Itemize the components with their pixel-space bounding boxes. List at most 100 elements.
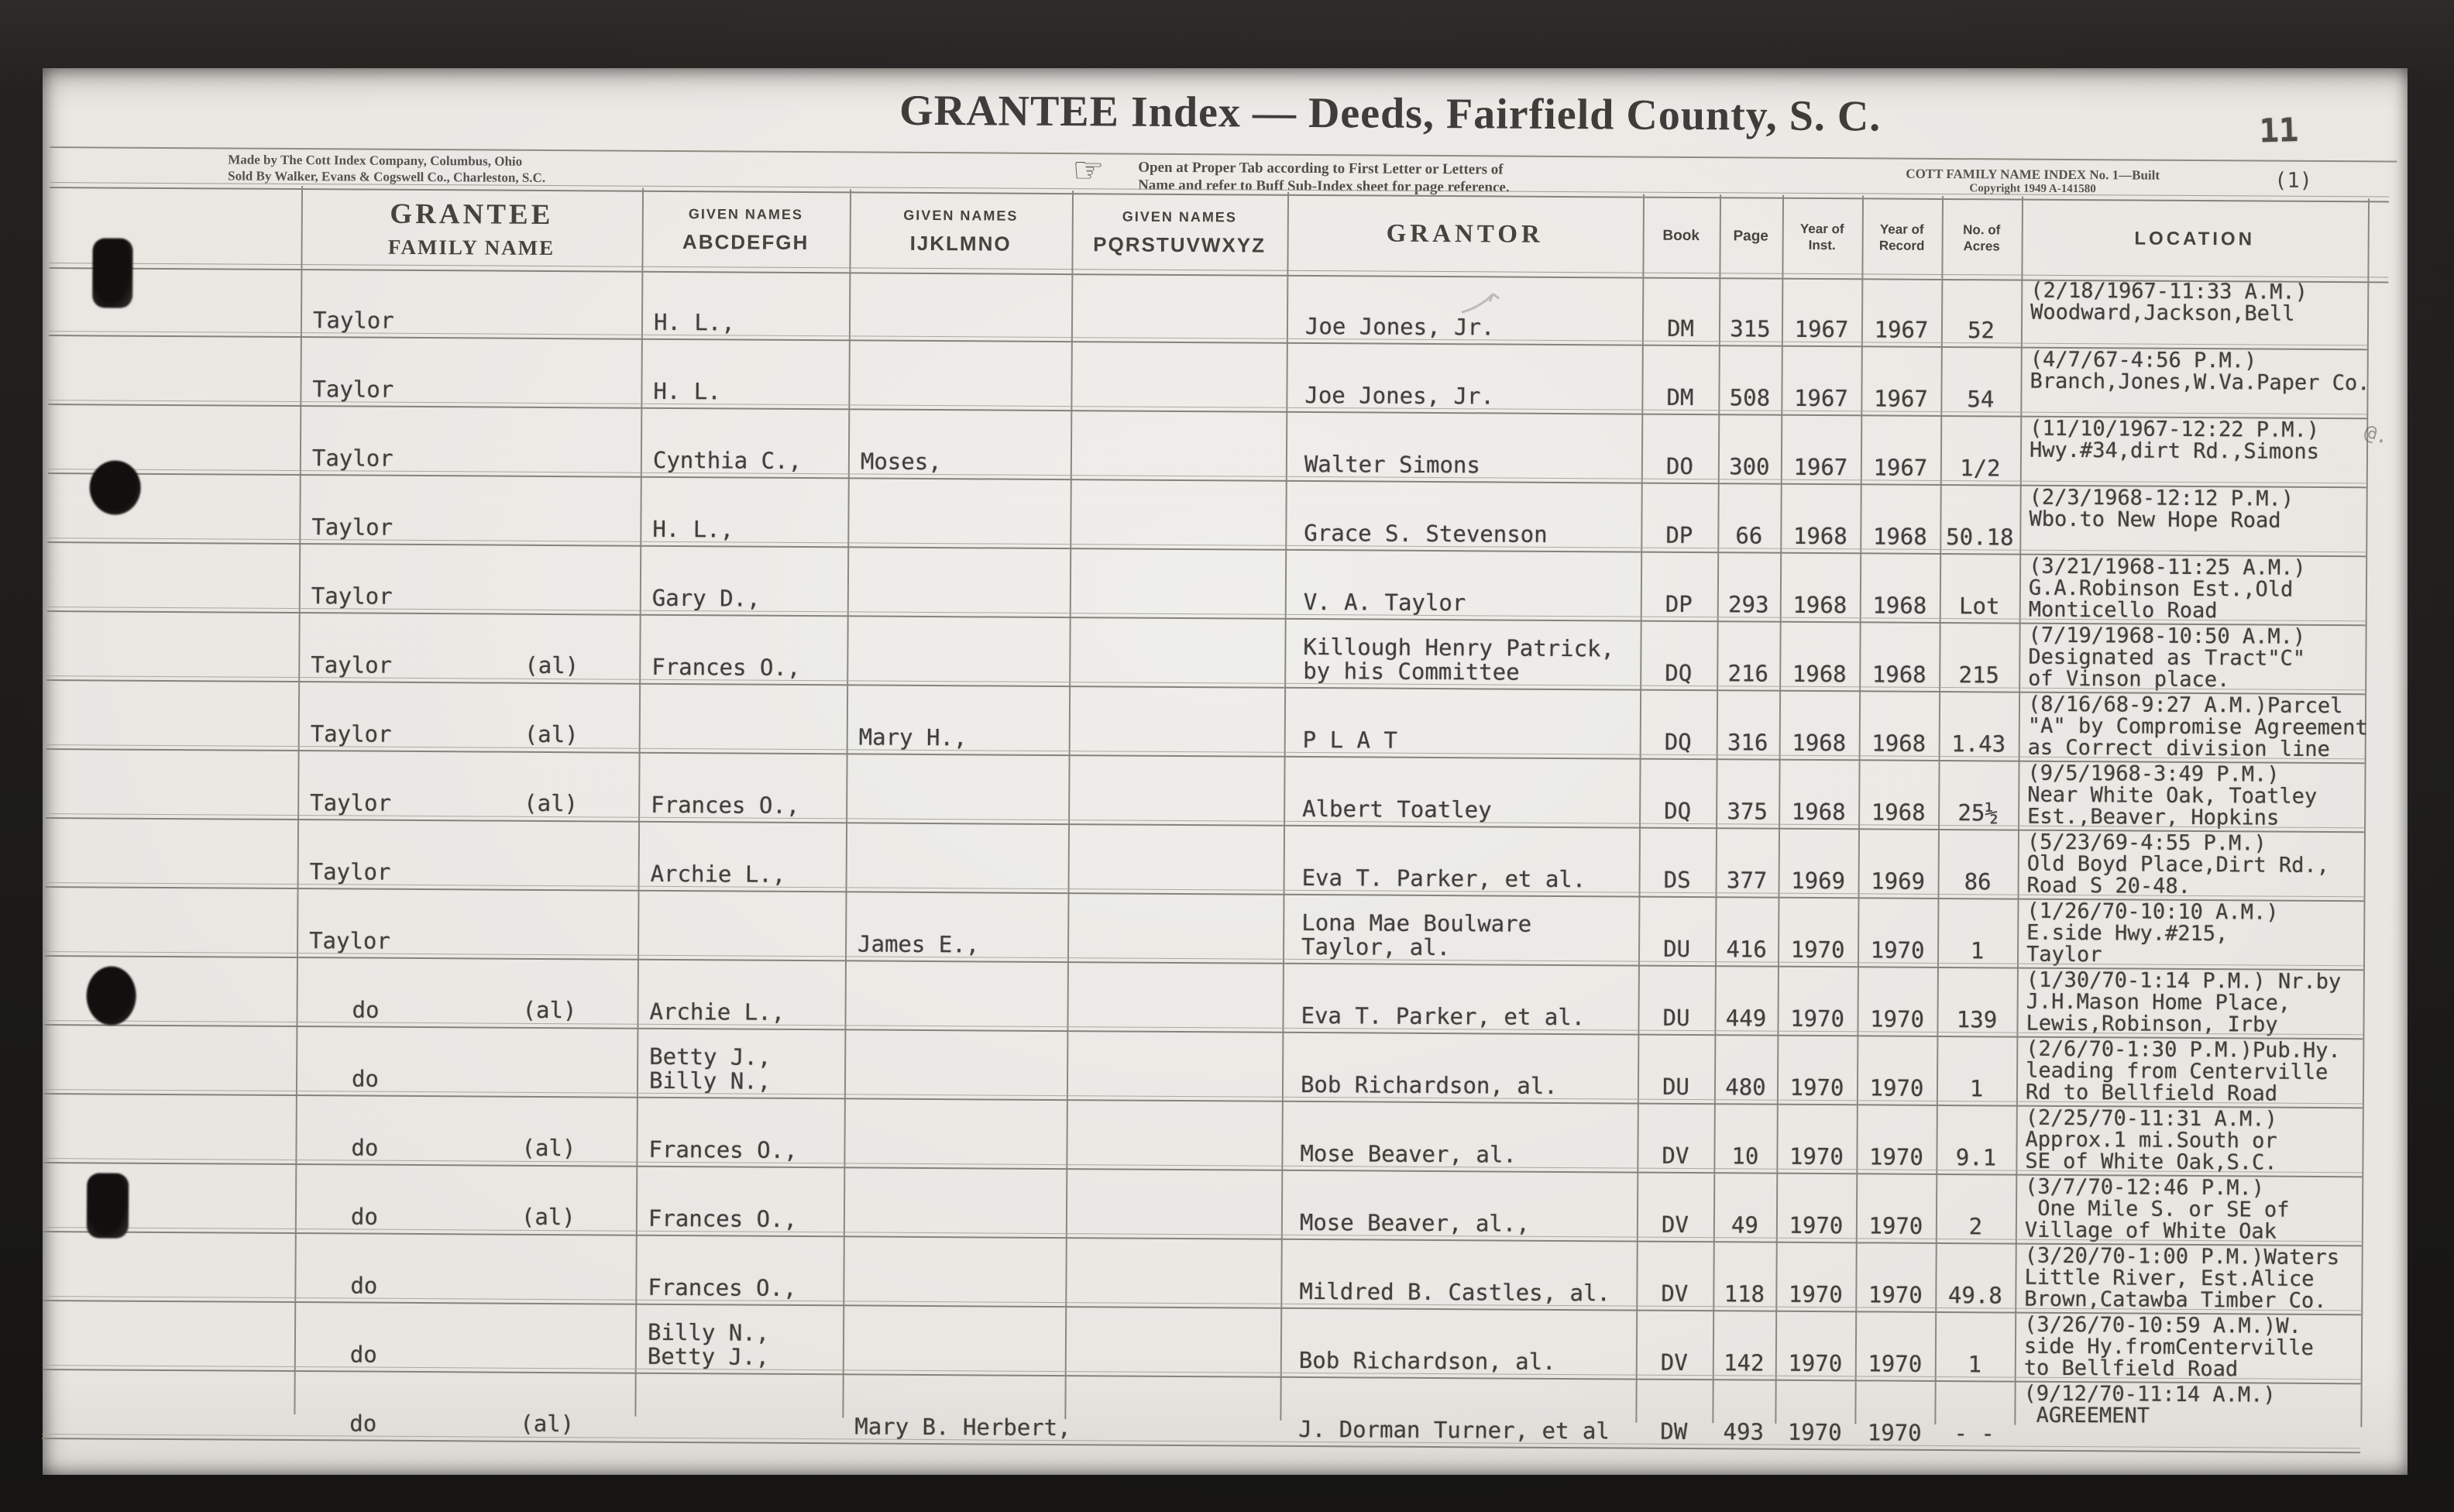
grantor-cell-text: Eva T. Parker, et al.	[1301, 1002, 1586, 1031]
location-cell: (2/3/1968-12:12 P.M.) Wbo.to New Hope Roa…	[2019, 486, 2366, 556]
grantor-cell-text: Taylor, al.	[1301, 933, 1451, 961]
given-names-abc-cell-text: Frances O.,	[648, 1204, 798, 1232]
year-record-cell-text: 1970	[1868, 1143, 1923, 1170]
year-record-cell: 1970	[1856, 1105, 1937, 1174]
family-name: do	[352, 996, 380, 1023]
year-record-cell-text: 1968	[1871, 730, 1926, 757]
grantor-cell: Eva T. Parker, et al.	[1284, 826, 1640, 896]
page-cell-text: 118	[1724, 1280, 1765, 1308]
binder-hole	[86, 1173, 129, 1239]
grantor-cell: Walter Simons	[1286, 413, 1642, 483]
year-inst-cell-text: 1968	[1792, 729, 1847, 757]
acres-cell-text: - -	[1954, 1420, 1995, 1447]
acres-cell: 1/2	[1940, 417, 2021, 485]
page-cell: 10	[1713, 1105, 1777, 1172]
given-names-pqr-cell	[1067, 963, 1283, 1032]
given-names-ijk-cell-text: Mary B. Herbert,	[854, 1413, 1071, 1442]
grantor-cell: Bob Richardson, al.	[1282, 1033, 1638, 1103]
location-cell-text: Road S 20-48.	[2026, 873, 2191, 899]
given-names-ijk-cell	[847, 548, 1071, 617]
given-names-ijk-cell	[843, 1306, 1066, 1375]
page-cell-text: 416	[1726, 936, 1767, 963]
year-record-cell: 1968	[1860, 485, 1940, 553]
given-names-abc-cell-text: H. L.	[653, 377, 721, 405]
family-name-cell: do	[294, 1234, 636, 1304]
page-cell-text: 216	[1727, 660, 1769, 687]
column-header-given-pqr: GIVEN NAMES PQRSTUVWXYZ	[1093, 208, 1267, 257]
given-names-abc-cell-text: Frances O.,	[648, 1136, 798, 1163]
acres-cell-text: 54	[1967, 386, 1995, 413]
year-inst-cell: 1970	[1775, 1312, 1856, 1380]
book-cell: DQ	[1640, 691, 1717, 759]
book-cell-text: DW	[1660, 1418, 1688, 1445]
year-inst-cell: 1968	[1780, 554, 1861, 622]
location-cell-text: E.side Hwy.#215,	[2026, 920, 2229, 947]
year-record-cell-text: 1967	[1873, 385, 1928, 412]
year-record-cell-text: 1970	[1867, 1419, 1922, 1446]
location-cell: (7/19/1968-10:50 A.M.) Designated as Trac…	[2019, 624, 2366, 694]
given-names-pqr-cell	[1071, 342, 1287, 411]
year-record-cell: 1970	[1856, 1174, 1937, 1242]
location-cell: (3/21/1968-11:25 A.M.) G.A.Robinson Est.,…	[2019, 555, 2366, 625]
page-cell: 449	[1714, 967, 1778, 1034]
year-record-cell-text: 1970	[1868, 1350, 1923, 1377]
location-cell-text: Wbo.to New Hope Road	[2029, 507, 2281, 533]
ledger-page: GRANTEE Index — Deeds, Fairfield County,…	[42, 68, 2408, 1475]
al-suffix: (al)	[521, 1203, 576, 1231]
year-record-cell: 1970	[1857, 967, 1937, 1036]
given-names-abc-cell-text: Archie L.,	[649, 998, 785, 1026]
year-inst-cell: 1968	[1779, 692, 1860, 760]
location-cell-text: Rd to Bellfield Road	[2025, 1080, 2278, 1106]
location-cell: (2/18/1967-11:33 A.M.) Woodward,Jackson,B…	[2021, 279, 2368, 349]
page-cell-text: 142	[1724, 1349, 1765, 1376]
acres-cell-text: 139	[1956, 1006, 1998, 1033]
given-names-abc-cell: Betty J., Billy N.,	[637, 1029, 845, 1098]
given-names-abc-cell-text: Frances O.,	[651, 791, 800, 819]
binder-hole	[92, 238, 133, 308]
year-record-cell-text: 1968	[1871, 661, 1926, 688]
tab-instruction-line1: Open at Proper Tab according to First Le…	[1138, 159, 1504, 178]
given-names-pqr-cell	[1065, 1239, 1281, 1308]
column-header-grantee: GRANTEE FAMILY NAME	[387, 198, 555, 259]
grantor-cell: V. A. Taylor	[1285, 551, 1641, 620]
given-names-ijk-cell	[847, 617, 1070, 686]
book-cell-text: DP	[1665, 521, 1693, 549]
year-inst-cell-text: 1970	[1790, 1005, 1845, 1033]
family-name-cell: Taylor	[297, 889, 638, 959]
family-name: Taylor	[311, 651, 393, 679]
year-record-cell: 1970	[1854, 1381, 1935, 1449]
page-content: GRANTEE Index — Deeds, Fairfield County,…	[34, 68, 2408, 1490]
book-cell: DM	[1642, 277, 1720, 345]
given-names-ijk-cell: James E.,	[845, 892, 1068, 961]
book-cell: DU	[1638, 1036, 1715, 1104]
year-record-cell: 1967	[1861, 416, 1941, 484]
year-record-cell-text: 1970	[1870, 936, 1925, 964]
family-name-cell: Taylor (al)	[298, 613, 640, 683]
family-name: do	[349, 1341, 377, 1368]
family-name-cell: Taylor	[297, 820, 639, 890]
page-cell-text: 449	[1725, 1005, 1767, 1032]
acres-cell: Lot	[1940, 555, 2020, 623]
given-names-abc-cell-text: H. L.,	[652, 515, 734, 543]
book-cell: DV	[1637, 1105, 1714, 1173]
given-names-pqr-cell	[1071, 273, 1287, 342]
given-names-abc-cell: Archie L.,	[637, 960, 845, 1029]
grantor-cell-text: by his Committee	[1303, 657, 1520, 686]
acres-cell-text: 1	[1969, 1075, 1984, 1102]
grantor-cell-text: Eva T. Parker, et al.	[1301, 864, 1586, 893]
acres-cell-text: 25½	[1957, 799, 1999, 826]
given-names-ijk-cell: Mary B. Herbert,	[842, 1375, 1071, 1444]
given-names-abc-cell-text: H. L.,	[653, 308, 735, 336]
year-inst-cell: 1968	[1780, 485, 1861, 553]
year-inst-cell: 1970	[1777, 967, 1858, 1036]
year-inst-cell-text: 1970	[1788, 1349, 1843, 1377]
year-record-cell: 1968	[1858, 761, 1939, 829]
location-cell: (4/7/67-4:56 P.M.) Branch,Jones,W.Va.Pape…	[2020, 348, 2370, 418]
acres-cell: - -	[1934, 1382, 2015, 1450]
given-names-abc-cell	[634, 1374, 843, 1443]
acres-cell-text: 50.18	[1946, 524, 2014, 551]
location-cell: (1/26/70-10:10 A.M.) E.side Hwy.#215, Tayl…	[2017, 899, 2364, 970]
acres-cell: 50.18	[1940, 486, 2020, 554]
grantor-cell: J. Dorman Turner, et al	[1280, 1378, 1636, 1448]
given-names-ijk-cell: Moses,	[848, 410, 1071, 479]
